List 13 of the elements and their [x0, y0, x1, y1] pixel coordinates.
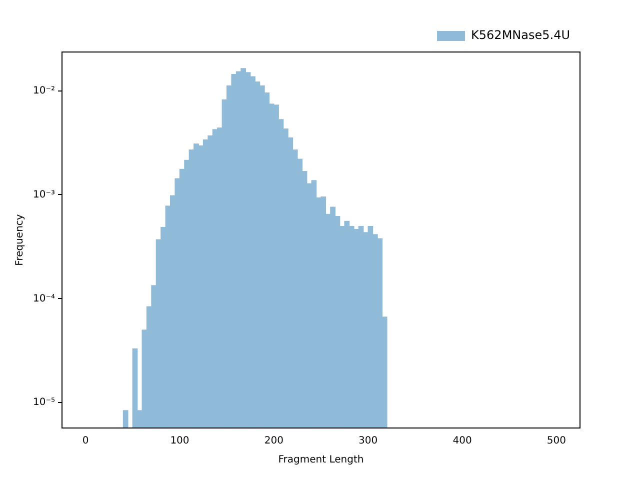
x-tick-label: 300	[358, 436, 378, 447]
x-tick-label: 500	[546, 436, 566, 447]
x-tick-label: 100	[170, 436, 190, 447]
y-axis-title: Frequency	[14, 214, 26, 266]
y-tick-label: 10⁻³	[32, 189, 56, 200]
y-tick-label: 10⁻⁵	[32, 397, 56, 408]
y-tick-label: 10⁻⁴	[32, 293, 56, 304]
x-tick-label: 0	[82, 436, 89, 447]
x-axis-title: Fragment Length	[278, 454, 364, 466]
y-tick-label: 10⁻²	[32, 85, 56, 96]
legend-label: K562MNase5.4U	[471, 28, 570, 42]
x-tick-label: 200	[264, 436, 284, 447]
x-tick-label: 400	[452, 436, 472, 447]
